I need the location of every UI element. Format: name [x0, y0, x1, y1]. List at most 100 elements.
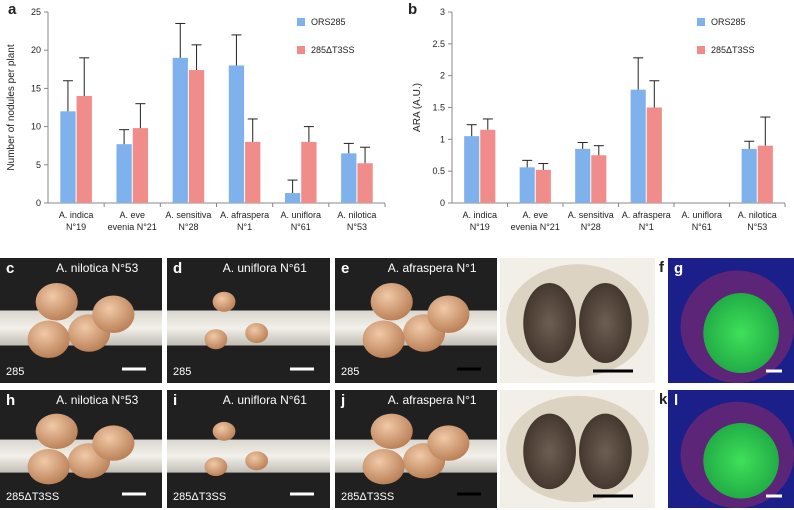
- infected-zone: [703, 293, 779, 373]
- strain-label: 285ΔT3SS: [173, 491, 226, 503]
- nodule: [212, 421, 236, 441]
- panel-letter: k: [659, 391, 668, 408]
- panel-letter: g: [674, 260, 683, 277]
- y-tick-label: 20: [31, 45, 41, 55]
- bar: [116, 144, 132, 203]
- error-bar: [577, 142, 588, 149]
- bar: [646, 107, 662, 203]
- x-tick-label: evenia N°21: [108, 222, 157, 232]
- photo-panel: A. nilotica N°53 285ΔT3SS h: [0, 390, 162, 508]
- bar: [301, 141, 317, 203]
- y-axis-label: Number of nodules per plant: [6, 44, 17, 170]
- photo-panel: A. uniflora N°61 285 d: [167, 258, 330, 383]
- x-tick-label: N°61: [692, 222, 712, 232]
- infected-zone: [703, 423, 779, 499]
- y-tick-label: 0: [440, 198, 445, 208]
- nodule: [204, 457, 228, 477]
- nodule: [362, 449, 405, 485]
- x-tick-label: A. indica: [462, 210, 497, 220]
- panel-letter: l: [674, 392, 678, 409]
- y-tick-label: 3: [440, 7, 445, 17]
- nodule: [370, 283, 413, 321]
- error-bar: [482, 118, 493, 130]
- panel-letter: i: [173, 392, 177, 409]
- legend-label: ORS285: [311, 17, 346, 27]
- nodule: [92, 295, 135, 333]
- error-bar: [466, 124, 477, 137]
- error-bar: [360, 146, 371, 164]
- x-tick-label: N°1: [237, 222, 252, 232]
- bar: [591, 155, 607, 203]
- x-tick-label: evenia N°21: [511, 222, 560, 232]
- error-bar: [760, 116, 771, 146]
- bar: [357, 163, 373, 203]
- panel-letter: e: [341, 260, 349, 277]
- bar: [245, 141, 261, 203]
- y-tick-label: 5: [36, 160, 41, 170]
- nodule: [427, 295, 470, 333]
- bar: [741, 148, 757, 203]
- bar: [188, 70, 205, 204]
- y-axis-label: ARA (A.U.): [412, 83, 423, 132]
- y-tick-label: 2.5: [432, 39, 445, 49]
- x-tick-label: N°19: [470, 222, 490, 232]
- legend-label: 285ΔT3SS: [711, 45, 755, 55]
- y-tick-label: 2: [440, 71, 445, 81]
- photo-panel: l: [668, 390, 794, 508]
- x-tick-label: A. nilotica: [337, 210, 376, 220]
- photo-panel: A. uniflora N°61 285ΔT3SS i: [167, 390, 330, 508]
- error-bar: [175, 22, 186, 58]
- x-tick-label: A. uniflora: [681, 210, 722, 220]
- bar: [519, 167, 535, 203]
- strain-label: 285ΔT3SS: [341, 491, 394, 503]
- y-tick-label: 1: [440, 134, 445, 144]
- strain-label: 285: [341, 366, 359, 378]
- photo-panel: A. afraspera N°1 285 e: [335, 258, 497, 383]
- error-bar: [287, 179, 298, 194]
- legend-label: 285ΔT3SS: [311, 45, 355, 55]
- y-tick-label: 10: [31, 122, 41, 132]
- x-tick-label: A. afraspera: [220, 210, 269, 220]
- nodule: [204, 329, 228, 350]
- nodule: [362, 320, 405, 358]
- bar: [284, 193, 301, 203]
- x-tick-label: A. nilotica: [738, 210, 777, 220]
- panel-title: A. uniflora N°61: [223, 261, 308, 275]
- bar: [757, 145, 773, 203]
- x-tick-label: N°28: [581, 222, 601, 232]
- strain-label: 285ΔT3SS: [6, 491, 59, 503]
- error-bar: [593, 145, 604, 156]
- photo-panel: g: [668, 258, 794, 383]
- strain-label: 285: [6, 366, 24, 378]
- x-tick-label: A. indica: [59, 210, 94, 220]
- y-tick-label: 1.5: [432, 103, 445, 113]
- panel-title: A. nilotica N°53: [56, 393, 138, 407]
- error-bar: [119, 129, 130, 145]
- legend-swatch: [297, 46, 305, 54]
- error-bar: [79, 57, 90, 97]
- error-bar: [649, 80, 660, 108]
- error-bar: [231, 34, 242, 66]
- section: [579, 283, 632, 363]
- error-bar: [62, 80, 73, 112]
- x-tick-label: A. sensitiva: [165, 210, 211, 220]
- x-tick-label: A. sensitiva: [568, 210, 614, 220]
- x-tick-label: N°53: [347, 222, 367, 232]
- photo-panel: f: [500, 258, 665, 383]
- x-tick-label: N°53: [747, 222, 767, 232]
- error-bar: [633, 57, 644, 90]
- nodule: [27, 320, 70, 358]
- bar: [60, 111, 76, 203]
- nodule: [212, 291, 236, 312]
- panel-title: A. afraspera N°1: [388, 261, 477, 275]
- legend-label: ORS285: [711, 17, 746, 27]
- error-bar: [744, 140, 755, 149]
- panel-label: b: [408, 1, 417, 18]
- error-bar: [191, 44, 202, 71]
- bar: [341, 153, 357, 203]
- y-tick-label: 15: [31, 83, 41, 93]
- panel-letter: c: [6, 260, 14, 277]
- panel-title: A. nilotica N°53: [56, 261, 138, 275]
- error-bar: [538, 163, 549, 170]
